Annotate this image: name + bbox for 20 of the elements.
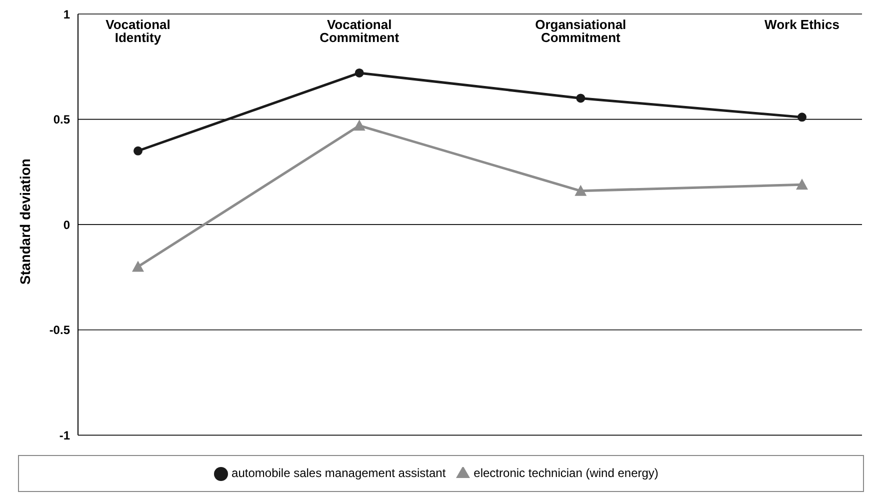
y-tick-label: 1 bbox=[63, 7, 70, 22]
legend-label: automobile sales management assistant bbox=[232, 466, 446, 480]
point bbox=[576, 94, 586, 103]
point bbox=[798, 112, 806, 122]
point bbox=[353, 120, 366, 131]
legend-label: electronic technician (wind energy) bbox=[474, 466, 658, 480]
point bbox=[796, 178, 808, 190]
y-tick-label: 0 bbox=[63, 218, 70, 232]
y-tick-label: -1 bbox=[59, 428, 70, 442]
point bbox=[132, 260, 144, 272]
x-tick-label: Work Ethics bbox=[764, 17, 840, 32]
point bbox=[574, 184, 587, 196]
point bbox=[134, 146, 142, 156]
x-tick-label: Organsiational Commitment bbox=[535, 17, 626, 46]
y-tick-label: 0.5 bbox=[53, 112, 70, 127]
y-axis-title: Standard deviation bbox=[16, 158, 33, 285]
y-tick-label: -0.5 bbox=[49, 323, 70, 338]
point bbox=[354, 68, 364, 78]
x-tick-label: Vocational Commitment bbox=[320, 17, 400, 46]
x-tick-label: Vocational Identity bbox=[106, 17, 170, 46]
